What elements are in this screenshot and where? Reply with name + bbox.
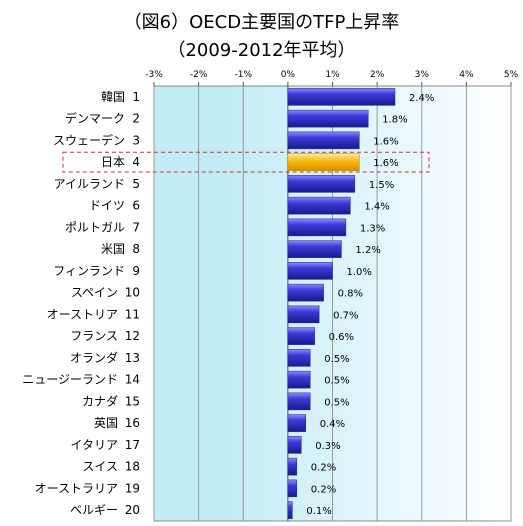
x-tick-label: 0%: [281, 70, 296, 80]
data-label: 0.1%: [306, 506, 331, 517]
rank-label: 4: [132, 155, 140, 169]
data-label: 1.4%: [364, 202, 389, 213]
rank-label: 11: [125, 307, 140, 321]
category-label: 米国: [101, 242, 125, 256]
data-label: 0.2%: [311, 484, 336, 495]
category-label: フランス: [70, 329, 118, 343]
rank-label: 15: [125, 394, 140, 408]
bar: [287, 436, 302, 454]
bar: [287, 196, 351, 215]
rank-label: 10: [125, 286, 140, 300]
rank-label: 2: [132, 112, 140, 126]
data-label: 1.3%: [360, 223, 385, 234]
data-label: 1.5%: [369, 180, 394, 191]
data-label: 1.6%: [373, 158, 398, 169]
bar: [287, 457, 298, 476]
bar: [287, 479, 298, 498]
category-label: 韓国: [101, 90, 125, 104]
bar: [287, 240, 342, 258]
rank-label: 1: [132, 90, 140, 104]
rank-label: 20: [125, 503, 140, 517]
x-tick-label: 3%: [415, 70, 430, 80]
bar: [287, 262, 333, 280]
rank-label: 12: [125, 329, 140, 343]
data-label: 2.4%: [409, 93, 434, 104]
rank-label: 18: [125, 460, 140, 474]
category-label: スウェーデン: [53, 132, 125, 147]
bar: [287, 501, 293, 519]
category-label: アイルランド: [54, 177, 125, 191]
x-tick-label: -2%: [190, 70, 208, 80]
category-label: 日本: [101, 155, 125, 169]
bar: [287, 153, 360, 171]
rank-label: 6: [132, 199, 140, 213]
data-label: 0.6%: [329, 332, 354, 343]
data-label: 0.5%: [324, 354, 349, 365]
data-label: 0.3%: [315, 441, 340, 452]
data-label: 1.6%: [373, 136, 398, 147]
bar: [287, 88, 396, 106]
x-tick-label: -1%: [234, 70, 252, 80]
data-label: 1.2%: [355, 245, 380, 256]
data-label: 1.8%: [382, 115, 407, 126]
category-label: デンマーク: [65, 111, 125, 126]
data-label: 1.0%: [347, 267, 372, 278]
bar: [287, 218, 347, 237]
category-label: オランダ: [70, 350, 118, 365]
bar: [287, 175, 356, 193]
bar: [287, 392, 311, 411]
rank-label: 16: [125, 416, 140, 430]
category-label: ニュージーランド: [22, 373, 118, 387]
category-label: スイス: [82, 460, 118, 474]
data-label: 0.4%: [320, 419, 345, 430]
rank-label: 3: [132, 133, 140, 147]
category-label: スペイン: [71, 286, 118, 300]
data-label: 0.2%: [311, 463, 336, 474]
x-tick-label: 4%: [459, 70, 474, 80]
category-label: ポルトガル: [65, 220, 125, 234]
x-tick-label: -3%: [145, 70, 163, 80]
rank-label: 14: [125, 373, 140, 387]
data-label: 0.7%: [333, 310, 358, 321]
category-label: 英国: [94, 416, 118, 430]
category-label: イタリア: [70, 438, 118, 452]
bar: [287, 283, 324, 302]
bar: [287, 349, 311, 367]
category-label: カナダ: [82, 393, 118, 408]
data-label: 0.5%: [324, 397, 349, 408]
category-label: オーストラリア: [35, 481, 118, 495]
data-label: 0.8%: [338, 289, 363, 300]
bar: [287, 327, 315, 345]
x-tick-label: 1%: [325, 70, 340, 80]
rank-label: 19: [125, 481, 140, 495]
category-label: ベルギー: [70, 503, 118, 517]
chart-title-line1: （図6）OECD主要国のTFP上昇率: [123, 12, 400, 33]
data-label: 0.5%: [324, 376, 349, 387]
category-label: オーストリア: [47, 307, 118, 321]
x-tick-label: 5%: [504, 70, 519, 80]
bar: [287, 414, 306, 432]
rank-label: 5: [132, 177, 140, 191]
rank-label: 7: [132, 220, 140, 234]
chart-title-line2: （2009-2012年平均）: [167, 40, 356, 61]
bar: [287, 109, 369, 128]
rank-label: 13: [125, 351, 140, 365]
x-tick-label: 2%: [370, 70, 385, 80]
bar: [287, 305, 320, 324]
bar: [287, 131, 360, 150]
bar: [287, 370, 311, 389]
rank-label: 17: [125, 438, 140, 452]
category-label: ドイツ: [89, 199, 125, 213]
category-label: フィンランド: [53, 264, 125, 278]
rank-label: 8: [132, 242, 140, 256]
rank-label: 9: [132, 264, 140, 278]
highlight-frame: [62, 151, 430, 173]
